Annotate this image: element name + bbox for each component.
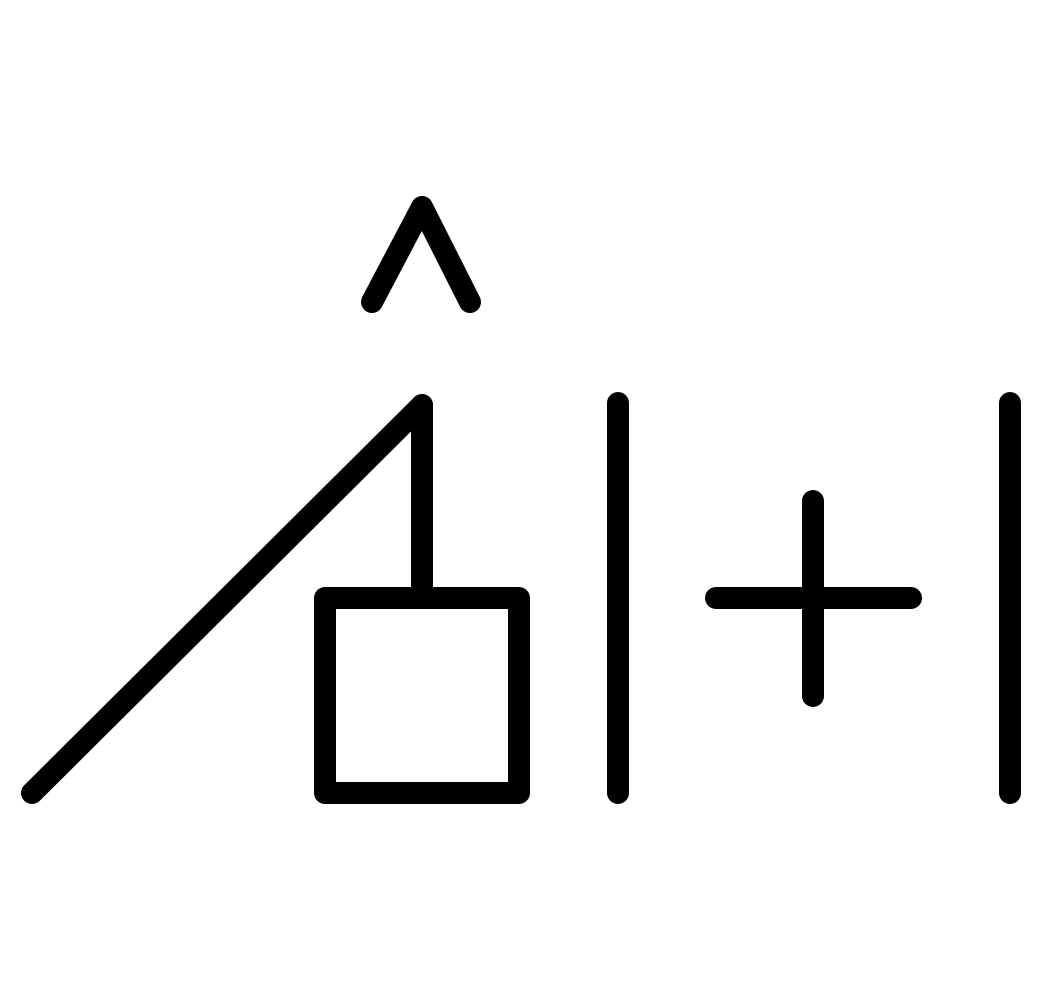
square-box	[314, 587, 530, 804]
hat-caret-icon	[361, 196, 481, 313]
plus-sign-icon	[705, 490, 922, 707]
diagonal-ramp-line	[21, 394, 433, 804]
